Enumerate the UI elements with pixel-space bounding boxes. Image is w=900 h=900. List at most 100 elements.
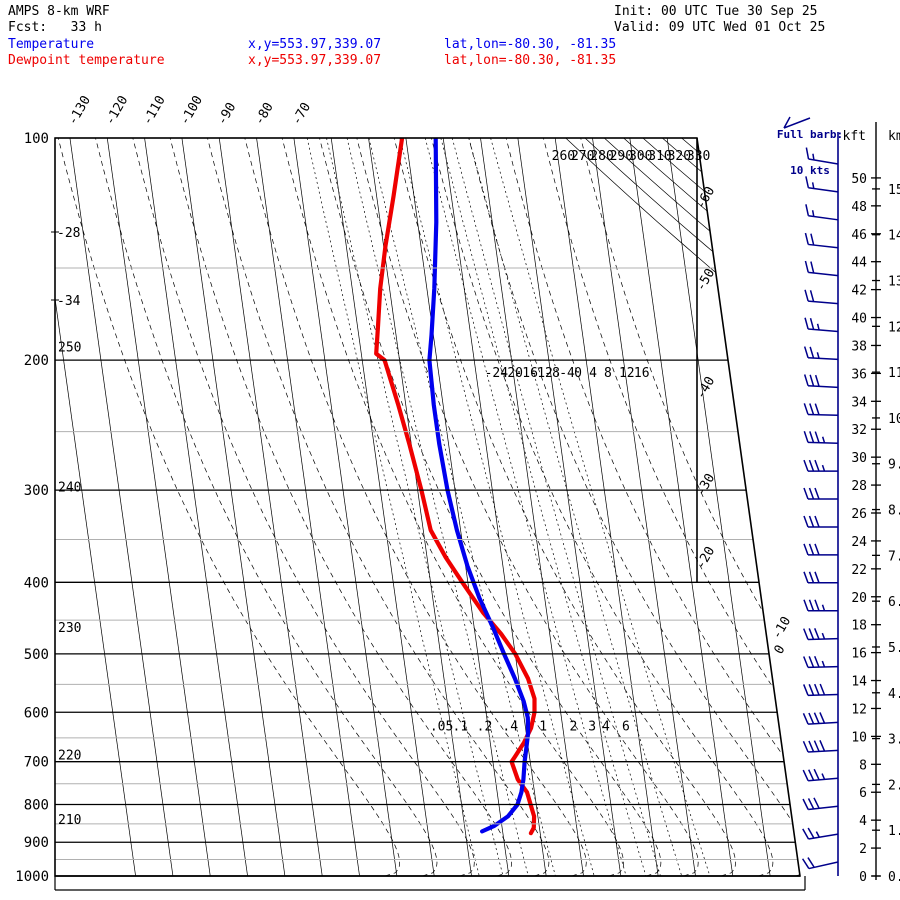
isotherm-200mb-label-8: 8 bbox=[604, 366, 612, 381]
isotherm-200mb-label-neg20: -20 bbox=[500, 366, 523, 381]
kft-tick-0: 0 bbox=[859, 870, 867, 885]
pressure-tick-700: 700 bbox=[24, 755, 49, 771]
km-tick-13p: 13. bbox=[888, 275, 900, 290]
theta-label-310: 310 bbox=[648, 149, 671, 164]
kft-axis-label: kft bbox=[843, 129, 866, 144]
kft-tick-10: 10 bbox=[851, 730, 867, 745]
dewpoint-legend-label: Dewpoint temperature bbox=[8, 53, 165, 68]
kft-tick-34: 34 bbox=[851, 395, 867, 410]
isotherm-200mb-label-neg12: -12 bbox=[529, 366, 552, 381]
theta-label-320: 320 bbox=[668, 149, 691, 164]
kft-tick-16: 16 bbox=[851, 647, 867, 662]
km-tick-5p: 5. bbox=[888, 641, 900, 656]
isotherm-top-label--90: -90 bbox=[215, 100, 240, 128]
isotherm-top-label--130: -130 bbox=[65, 93, 94, 128]
mixing-ratio-label-p05: .05 bbox=[430, 719, 453, 734]
kft-tick-36: 36 bbox=[851, 367, 867, 382]
km-axis-label: km bbox=[888, 129, 900, 144]
theta-left-label-230: 230 bbox=[58, 621, 81, 636]
pressure-tick-600: 600 bbox=[24, 705, 49, 721]
kft-tick-24: 24 bbox=[851, 535, 867, 550]
model-title: AMPS 8-km WRF bbox=[8, 4, 110, 19]
kft-tick-20: 20 bbox=[851, 591, 867, 606]
km-tick-11p: 11. bbox=[888, 366, 900, 381]
theta-label-260: 260 bbox=[552, 149, 575, 164]
dewpoint-xy: x,y=553.97,339.07 bbox=[248, 53, 382, 68]
isotherm-top-label--100: -100 bbox=[177, 93, 206, 128]
temperature-xy: x,y=553.97,339.07 bbox=[248, 37, 382, 52]
pressure-tick-900: 900 bbox=[24, 835, 49, 851]
km-tick-2p: 2. bbox=[888, 778, 900, 793]
mixing-ratio-label-4: 4 bbox=[602, 719, 610, 734]
kft-tick-8: 8 bbox=[859, 758, 867, 773]
theta-label-270: 270 bbox=[571, 149, 594, 164]
forecast-hour: Fcst: 33 h bbox=[8, 20, 102, 35]
km-tick-15p: 15. bbox=[888, 183, 900, 198]
wind-barb-legend-line1: Full barb: bbox=[776, 128, 844, 141]
kft-tick-4: 4 bbox=[859, 814, 867, 829]
isotherm-top-label--80: -80 bbox=[252, 100, 277, 128]
valid-time: Valid: 09 UTC Wed 01 Oct 25 bbox=[614, 20, 826, 35]
kft-tick-32: 32 bbox=[851, 423, 867, 438]
km-tick-6p: 6. bbox=[888, 595, 900, 610]
theta-left-label-210: 210 bbox=[58, 813, 81, 828]
km-tick-14p: 14. bbox=[888, 229, 900, 244]
theta-label-330: 330 bbox=[687, 149, 710, 164]
wind-barb-legend-line2: 10 kts bbox=[790, 164, 830, 177]
kft-tick-30: 30 bbox=[851, 451, 867, 466]
km-tick-0p: 0. bbox=[888, 870, 900, 885]
isotherm-top-label--70: -70 bbox=[289, 100, 314, 128]
isotherm-left-label-neg34: -34 bbox=[57, 294, 81, 309]
kft-tick-6: 6 bbox=[859, 786, 867, 801]
theta-label-300: 300 bbox=[629, 149, 652, 164]
km-tick-10p: 10. bbox=[888, 412, 900, 427]
isotherm-200mb-label-neg16: -16 bbox=[514, 366, 537, 381]
mixing-ratio-label-p2: .2 bbox=[477, 719, 493, 734]
mixing-ratio-label-p1: .1 bbox=[452, 719, 468, 734]
km-tick-9p: 9. bbox=[888, 458, 900, 473]
temperature-latlon: lat,lon=-80.30, -81.35 bbox=[444, 37, 617, 52]
theta-label-280: 280 bbox=[590, 149, 613, 164]
kft-tick-28: 28 bbox=[851, 479, 867, 494]
kft-tick-40: 40 bbox=[851, 312, 867, 327]
pressure-tick-300: 300 bbox=[24, 483, 49, 499]
pressure-tick-1000: 1000 bbox=[15, 869, 49, 885]
kft-tick-46: 46 bbox=[851, 228, 867, 243]
kft-tick-50: 50 bbox=[851, 172, 867, 187]
km-tick-7p: 7. bbox=[888, 549, 900, 564]
temperature-legend-label: Temperature bbox=[8, 37, 95, 52]
mixing-ratio-label-1: 1 bbox=[539, 719, 547, 734]
mixing-ratio-label-3: 3 bbox=[588, 719, 596, 734]
isotherm-200mb-label-4: 4 bbox=[589, 366, 597, 381]
mixing-ratio-label-2: 2 bbox=[569, 719, 577, 734]
km-tick-1p: 1. bbox=[888, 824, 900, 839]
init-time: Init: 00 UTC Tue 30 Sep 25 bbox=[614, 4, 818, 19]
pressure-tick-500: 500 bbox=[24, 647, 49, 663]
kft-tick-12: 12 bbox=[851, 702, 867, 717]
kft-tick-38: 38 bbox=[851, 339, 867, 354]
km-tick-4p: 4. bbox=[888, 687, 900, 702]
pressure-tick-200: 200 bbox=[24, 353, 49, 369]
theta-left-label-240: 240 bbox=[58, 480, 81, 495]
mixing-ratio-label-6: 6 bbox=[622, 719, 630, 734]
dewpoint-latlon: lat,lon=-80.30, -81.35 bbox=[444, 53, 617, 68]
pressure-tick-800: 800 bbox=[24, 797, 49, 813]
theta-label-290: 290 bbox=[610, 149, 633, 164]
pressure-tick-400: 400 bbox=[24, 575, 49, 591]
km-tick-12p: 12. bbox=[888, 320, 900, 335]
isotherm-right-label-0: 0 bbox=[772, 643, 789, 657]
kft-tick-42: 42 bbox=[851, 284, 867, 299]
km-tick-3p: 3. bbox=[888, 733, 900, 748]
mixing-ratio-label-p4: .4 bbox=[502, 719, 518, 734]
isotherm-200mb-label-neg24: -24 bbox=[485, 366, 509, 381]
kft-tick-18: 18 bbox=[851, 619, 867, 634]
isotherm-left-label-neg28: -28 bbox=[57, 226, 80, 241]
pressure-tick-100: 100 bbox=[24, 131, 49, 147]
kft-tick-14: 14 bbox=[851, 675, 867, 690]
isotherm-200mb-label-0: 0 bbox=[574, 366, 582, 381]
isotherm-200mb-label-neg4: -4 bbox=[559, 366, 575, 381]
isotherm-right-label--10: -10 bbox=[770, 614, 795, 642]
isotherm-top-label--110: -110 bbox=[140, 93, 169, 128]
